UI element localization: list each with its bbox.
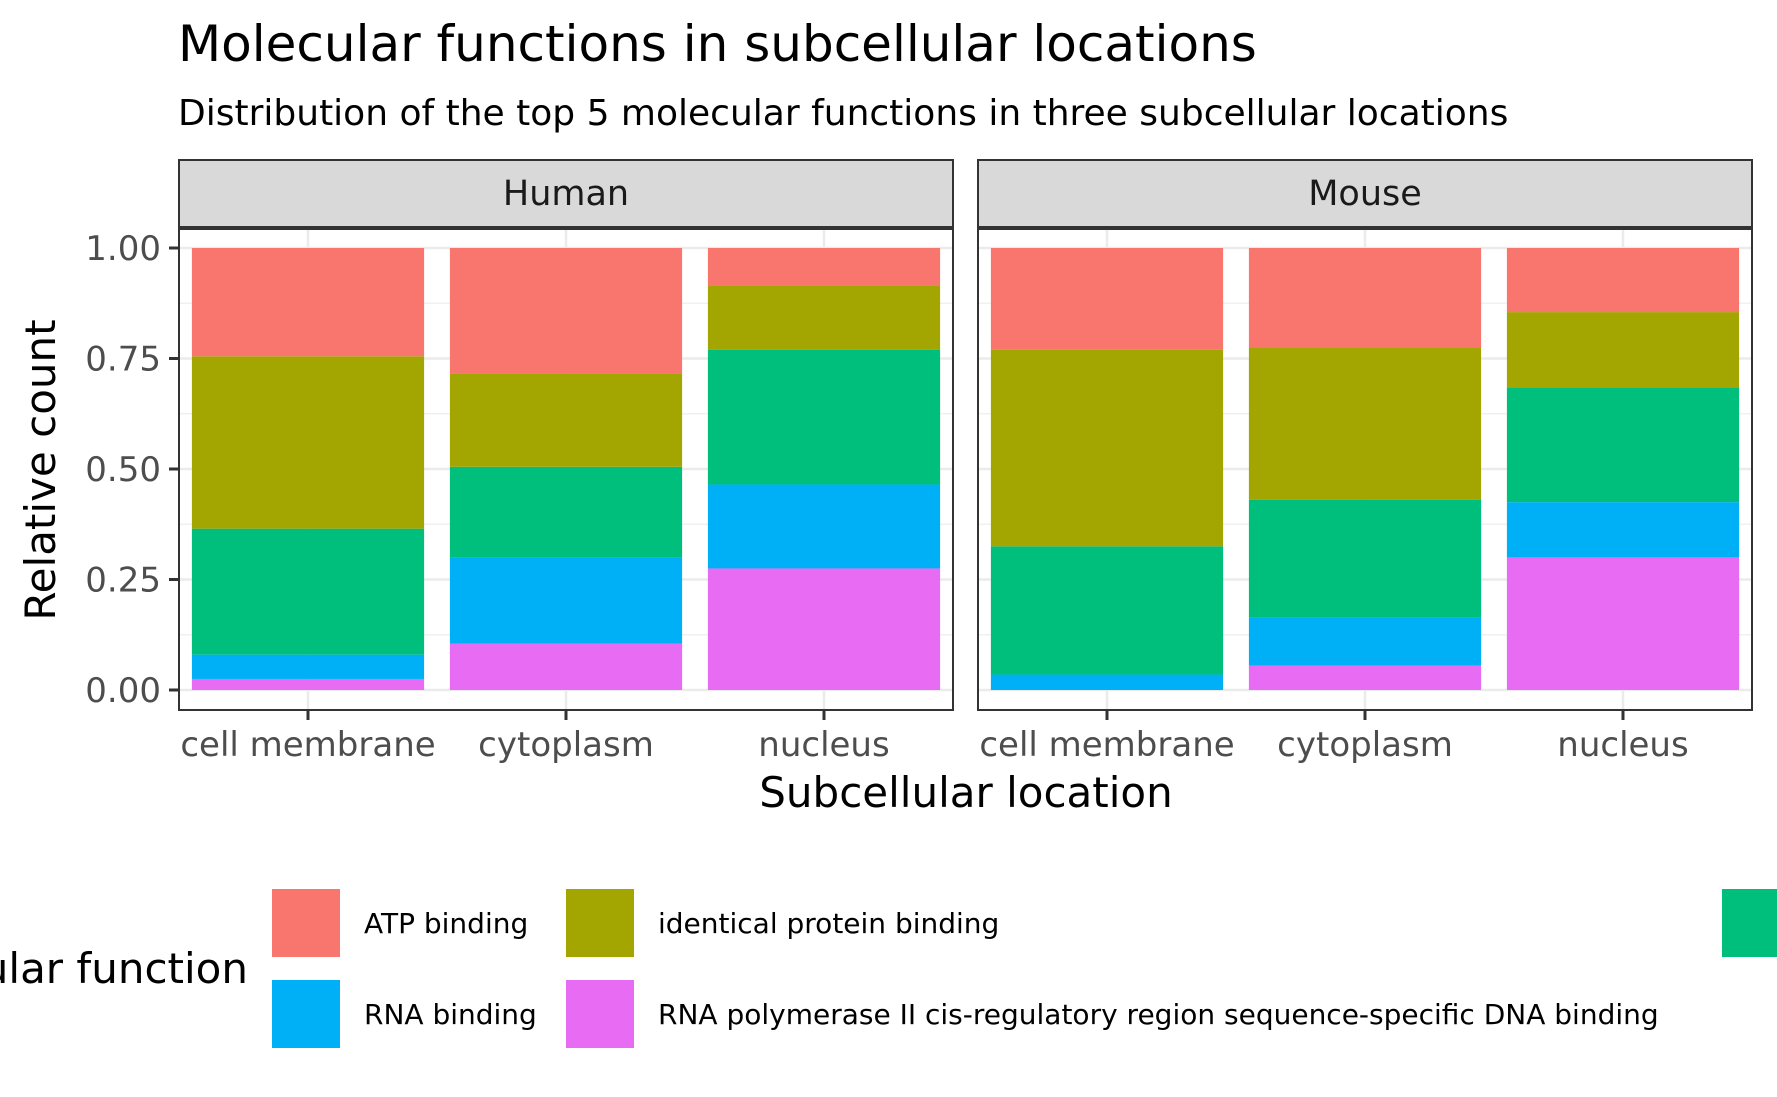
bar-segment-human-nucleus-2 — [707, 349, 941, 485]
bar-segment-human-nucleus-0 — [707, 568, 941, 690]
x-tick-label: nucleus — [758, 725, 889, 765]
bar-segment-human-cell-membrane-0 — [191, 678, 425, 690]
y-axis-label: Relative count — [16, 319, 65, 620]
x-tick-label: cytoplasm — [1277, 725, 1453, 765]
chart-title: Molecular functions in subcellular locat… — [178, 15, 1257, 73]
legend-key — [272, 889, 340, 957]
legend-item: identical protein binding — [566, 889, 999, 957]
bar-segment-human-cell-membrane-1 — [191, 654, 425, 679]
bar-segment-human-nucleus-1 — [707, 484, 941, 569]
legend-label: ATP binding — [364, 907, 528, 940]
bar-segment-human-cytoplasm-3 — [449, 373, 683, 467]
legend-title: ular function — [0, 944, 248, 993]
y-tick-label: 0.50 — [85, 450, 161, 490]
facet-strip — [178, 159, 954, 228]
x-tick-label: cell membrane — [180, 725, 435, 765]
legend-key — [566, 889, 634, 957]
y-tick-label: 0.75 — [85, 340, 161, 380]
bar-segment-human-cytoplasm-1 — [449, 557, 683, 644]
y-tick-label: 0.25 — [85, 561, 161, 601]
bar-segment-human-cytoplasm-0 — [449, 643, 683, 690]
bar-segment-mouse-nucleus-3 — [1506, 312, 1740, 388]
bar-segment-mouse-cell-membrane-4 — [990, 248, 1224, 350]
facet-label: Mouse — [1308, 174, 1422, 214]
chart-subtitle: Distribution of the top 5 molecular func… — [178, 93, 1508, 134]
bar-segment-mouse-cell-membrane-3 — [990, 349, 1224, 547]
x-tick-label: nucleus — [1557, 725, 1688, 765]
panel-mouse: Mouse cell membrane cytoplasm nucleus — [977, 159, 1753, 765]
y-tick-label: 0.00 — [85, 671, 161, 711]
panels-group: Human cell membrane cytoplasm nucleus 0.00 0.… — [85, 159, 1753, 765]
bar-segment-mouse-cytoplasm-2 — [1248, 499, 1482, 618]
legend-item: ATP binding — [272, 889, 528, 957]
bar-segment-mouse-nucleus-1 — [1506, 502, 1740, 558]
bar-segment-human-nucleus-3 — [707, 285, 941, 350]
bar-segment-human-nucleus-4 — [707, 248, 941, 286]
legend-item: RNA polymerase II cis-regulatory region … — [566, 980, 1659, 1048]
bar-segment-mouse-cytoplasm-0 — [1248, 665, 1482, 690]
facet-label: Human — [503, 174, 629, 214]
bar-segment-human-cytoplasm-2 — [449, 466, 683, 558]
bar-segment-mouse-nucleus-4 — [1506, 248, 1740, 313]
bar-segment-mouse-cytoplasm-4 — [1248, 248, 1482, 348]
bar-segment-mouse-cell-membrane-2 — [990, 546, 1224, 675]
y-tick-label: 1.00 — [85, 229, 161, 269]
panel-human: Human cell membrane cytoplasm nucleus 0.00 0.… — [85, 159, 954, 765]
bar-segment-human-cell-membrane-2 — [191, 528, 425, 655]
bar-segment-human-cytoplasm-4 — [449, 248, 683, 374]
x-axis-label: Subcellular location — [759, 768, 1173, 817]
legend-key — [272, 980, 340, 1048]
legend-label: RNA binding — [364, 998, 537, 1031]
legend-label: identical protein binding — [658, 907, 999, 940]
bar-segment-mouse-cell-membrane-1 — [990, 674, 1224, 690]
bar-segment-mouse-cytoplasm-1 — [1248, 617, 1482, 666]
facet-strip — [977, 159, 1753, 228]
legend-key — [1722, 889, 1777, 957]
x-tick-label: cell membrane — [979, 725, 1234, 765]
legend-item: RNA binding — [272, 980, 537, 1048]
legend-label: RNA polymerase II cis-regulatory region … — [658, 998, 1659, 1031]
x-tick-label: cytoplasm — [478, 725, 654, 765]
bar-segment-human-cell-membrane-3 — [191, 356, 425, 529]
bar-segment-mouse-nucleus-2 — [1506, 387, 1740, 503]
legend-key — [566, 980, 634, 1048]
legend: ular function ATP binding identical protei… — [0, 889, 1777, 1048]
bar-segment-mouse-nucleus-0 — [1506, 557, 1740, 690]
legend-item — [1722, 889, 1777, 957]
bar-segment-human-cell-membrane-4 — [191, 248, 425, 357]
bar-segment-mouse-cytoplasm-3 — [1248, 347, 1482, 500]
